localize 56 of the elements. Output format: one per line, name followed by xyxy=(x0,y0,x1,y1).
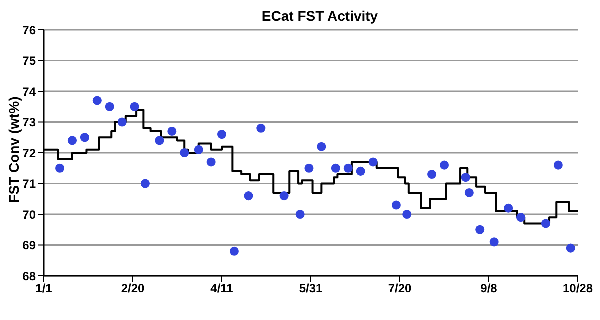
x-tick-label: 9/8 xyxy=(480,282,498,296)
y-tick-label: 69 xyxy=(22,238,36,253)
chart-title: ECat FST Activity xyxy=(260,8,380,24)
point xyxy=(118,118,127,127)
point xyxy=(230,246,239,256)
point xyxy=(440,160,450,170)
x-tick-label: 10/28 xyxy=(562,282,594,296)
y-tick-label: 70 xyxy=(22,208,36,222)
point xyxy=(206,158,216,167)
point xyxy=(256,124,266,133)
x-tick-label: 1/1 xyxy=(36,282,53,296)
y-tick-label: 76 xyxy=(22,23,36,38)
point xyxy=(516,213,526,222)
point xyxy=(504,204,514,213)
point xyxy=(155,136,164,146)
point xyxy=(280,192,289,201)
point xyxy=(194,145,204,154)
point xyxy=(317,142,326,152)
point xyxy=(217,130,227,140)
y-tick-label: 73 xyxy=(22,116,36,130)
y-tick-label: 71 xyxy=(22,177,36,192)
point xyxy=(392,200,401,210)
point xyxy=(105,102,114,112)
point xyxy=(476,225,485,234)
point xyxy=(344,164,353,173)
point xyxy=(464,188,474,198)
point xyxy=(244,192,254,201)
point xyxy=(296,210,305,220)
point xyxy=(356,166,366,176)
point xyxy=(566,244,576,253)
point xyxy=(92,96,102,106)
point xyxy=(80,133,90,142)
x-tick-label: 7/20 xyxy=(388,282,412,296)
point xyxy=(402,210,412,220)
point xyxy=(541,219,550,228)
point xyxy=(368,158,378,167)
point xyxy=(490,238,499,247)
y-tick-label: 72 xyxy=(22,146,36,160)
point xyxy=(554,160,563,170)
point xyxy=(168,126,177,136)
x-tick-label: 2/20 xyxy=(121,282,145,296)
point xyxy=(461,173,470,182)
point xyxy=(56,164,65,173)
point xyxy=(68,136,77,146)
point xyxy=(428,170,437,180)
point xyxy=(304,164,314,173)
x-tick-label: 5/31 xyxy=(299,282,323,296)
point xyxy=(331,164,340,173)
x-tick-label: 4/11 xyxy=(210,282,234,296)
y-tick-label: 75 xyxy=(22,54,36,68)
y-tick-label: 68 xyxy=(22,269,36,284)
point xyxy=(180,148,190,158)
point xyxy=(130,102,140,112)
point xyxy=(140,179,150,188)
y-tick-label: 74 xyxy=(22,84,36,99)
y-axis-title: FST Conv (wt%) xyxy=(6,96,22,204)
